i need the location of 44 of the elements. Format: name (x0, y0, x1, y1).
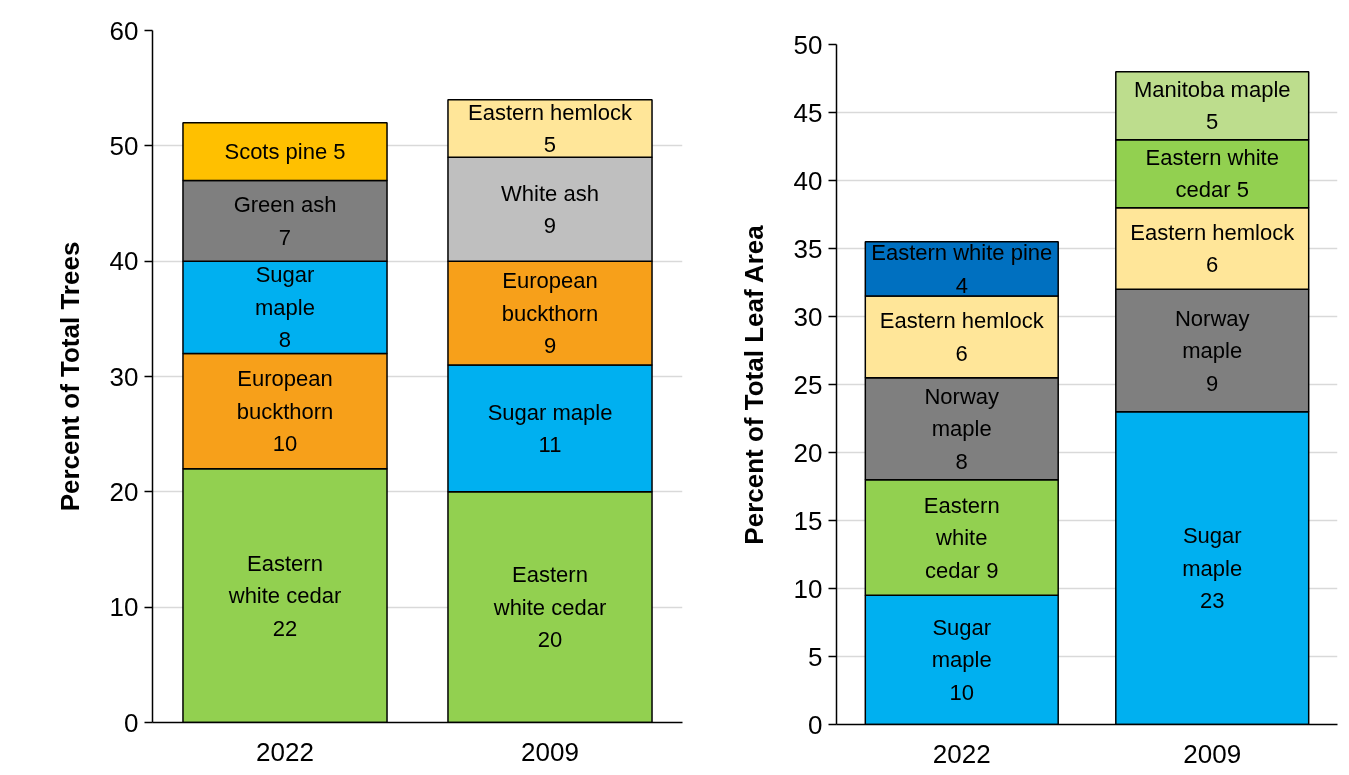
y-tick-label: 10 (793, 573, 823, 604)
y-tick-label: 40 (109, 246, 139, 277)
y-tick-label: 35 (793, 233, 823, 264)
y-tick-label: 45 (793, 97, 823, 128)
data-label: Sugar maple 10 (931, 614, 992, 705)
y-tick-label: 30 (793, 301, 823, 332)
data-label: European buckthorn 9 (501, 268, 599, 359)
y-axis-title: Percent of Total Leaf Area (738, 224, 769, 545)
data-label: Green ash 7 (233, 192, 337, 250)
data-label: Eastern hemlock 5 (468, 99, 633, 158)
y-tick-label: 20 (109, 476, 139, 507)
data-label: Eastern white pine 4 (871, 240, 1053, 298)
x-tick-label: 2009 (521, 736, 579, 767)
y-tick-label: 20 (793, 437, 823, 468)
y-tick-label: 25 (793, 369, 823, 400)
data-label: Eastern white cedar 22 (227, 550, 342, 641)
y-tick-label: 30 (109, 361, 139, 392)
y-tick-label: 50 (109, 130, 139, 161)
data-label: European buckthorn 10 (236, 366, 334, 457)
y-tick-label: 0 (808, 709, 823, 740)
data-label: Norway maple 9 (1174, 305, 1250, 396)
data-label: Eastern hemlock 6 (1130, 219, 1296, 278)
data-label: Manitoba maple 5 (1133, 76, 1291, 135)
data-label: White ash 9 (501, 180, 599, 239)
data-label: Sugar maple 11 (487, 399, 613, 458)
data-label: Eastern white cedar 9 (923, 492, 1000, 583)
data-label: Eastern white cedar 5 (1145, 144, 1279, 203)
data-label: Eastern hemlock 6 (879, 308, 1045, 366)
y-tick-label: 5 (808, 641, 823, 672)
y-tick-label: 15 (793, 505, 823, 536)
data-label: Scots pine 5 (224, 139, 346, 165)
y-tick-label: 10 (109, 592, 139, 623)
data-label: Sugar maple 8 (255, 262, 315, 353)
data-label: Eastern white cedar 20 (492, 562, 607, 653)
data-label: Sugar maple 23 (1182, 523, 1243, 614)
x-tick-label: 2009 (1183, 738, 1242, 769)
y-axis-title: Percent of Total Trees (54, 241, 85, 512)
x-tick-label: 2022 (932, 738, 991, 769)
x-tick-label: 2022 (256, 736, 314, 767)
data-label: Norway maple 8 (924, 383, 1000, 474)
y-tick-label: 40 (793, 165, 823, 196)
y-tick-label: 60 (109, 15, 139, 46)
y-tick-label: 50 (793, 29, 823, 60)
y-tick-label: 0 (124, 707, 139, 738)
